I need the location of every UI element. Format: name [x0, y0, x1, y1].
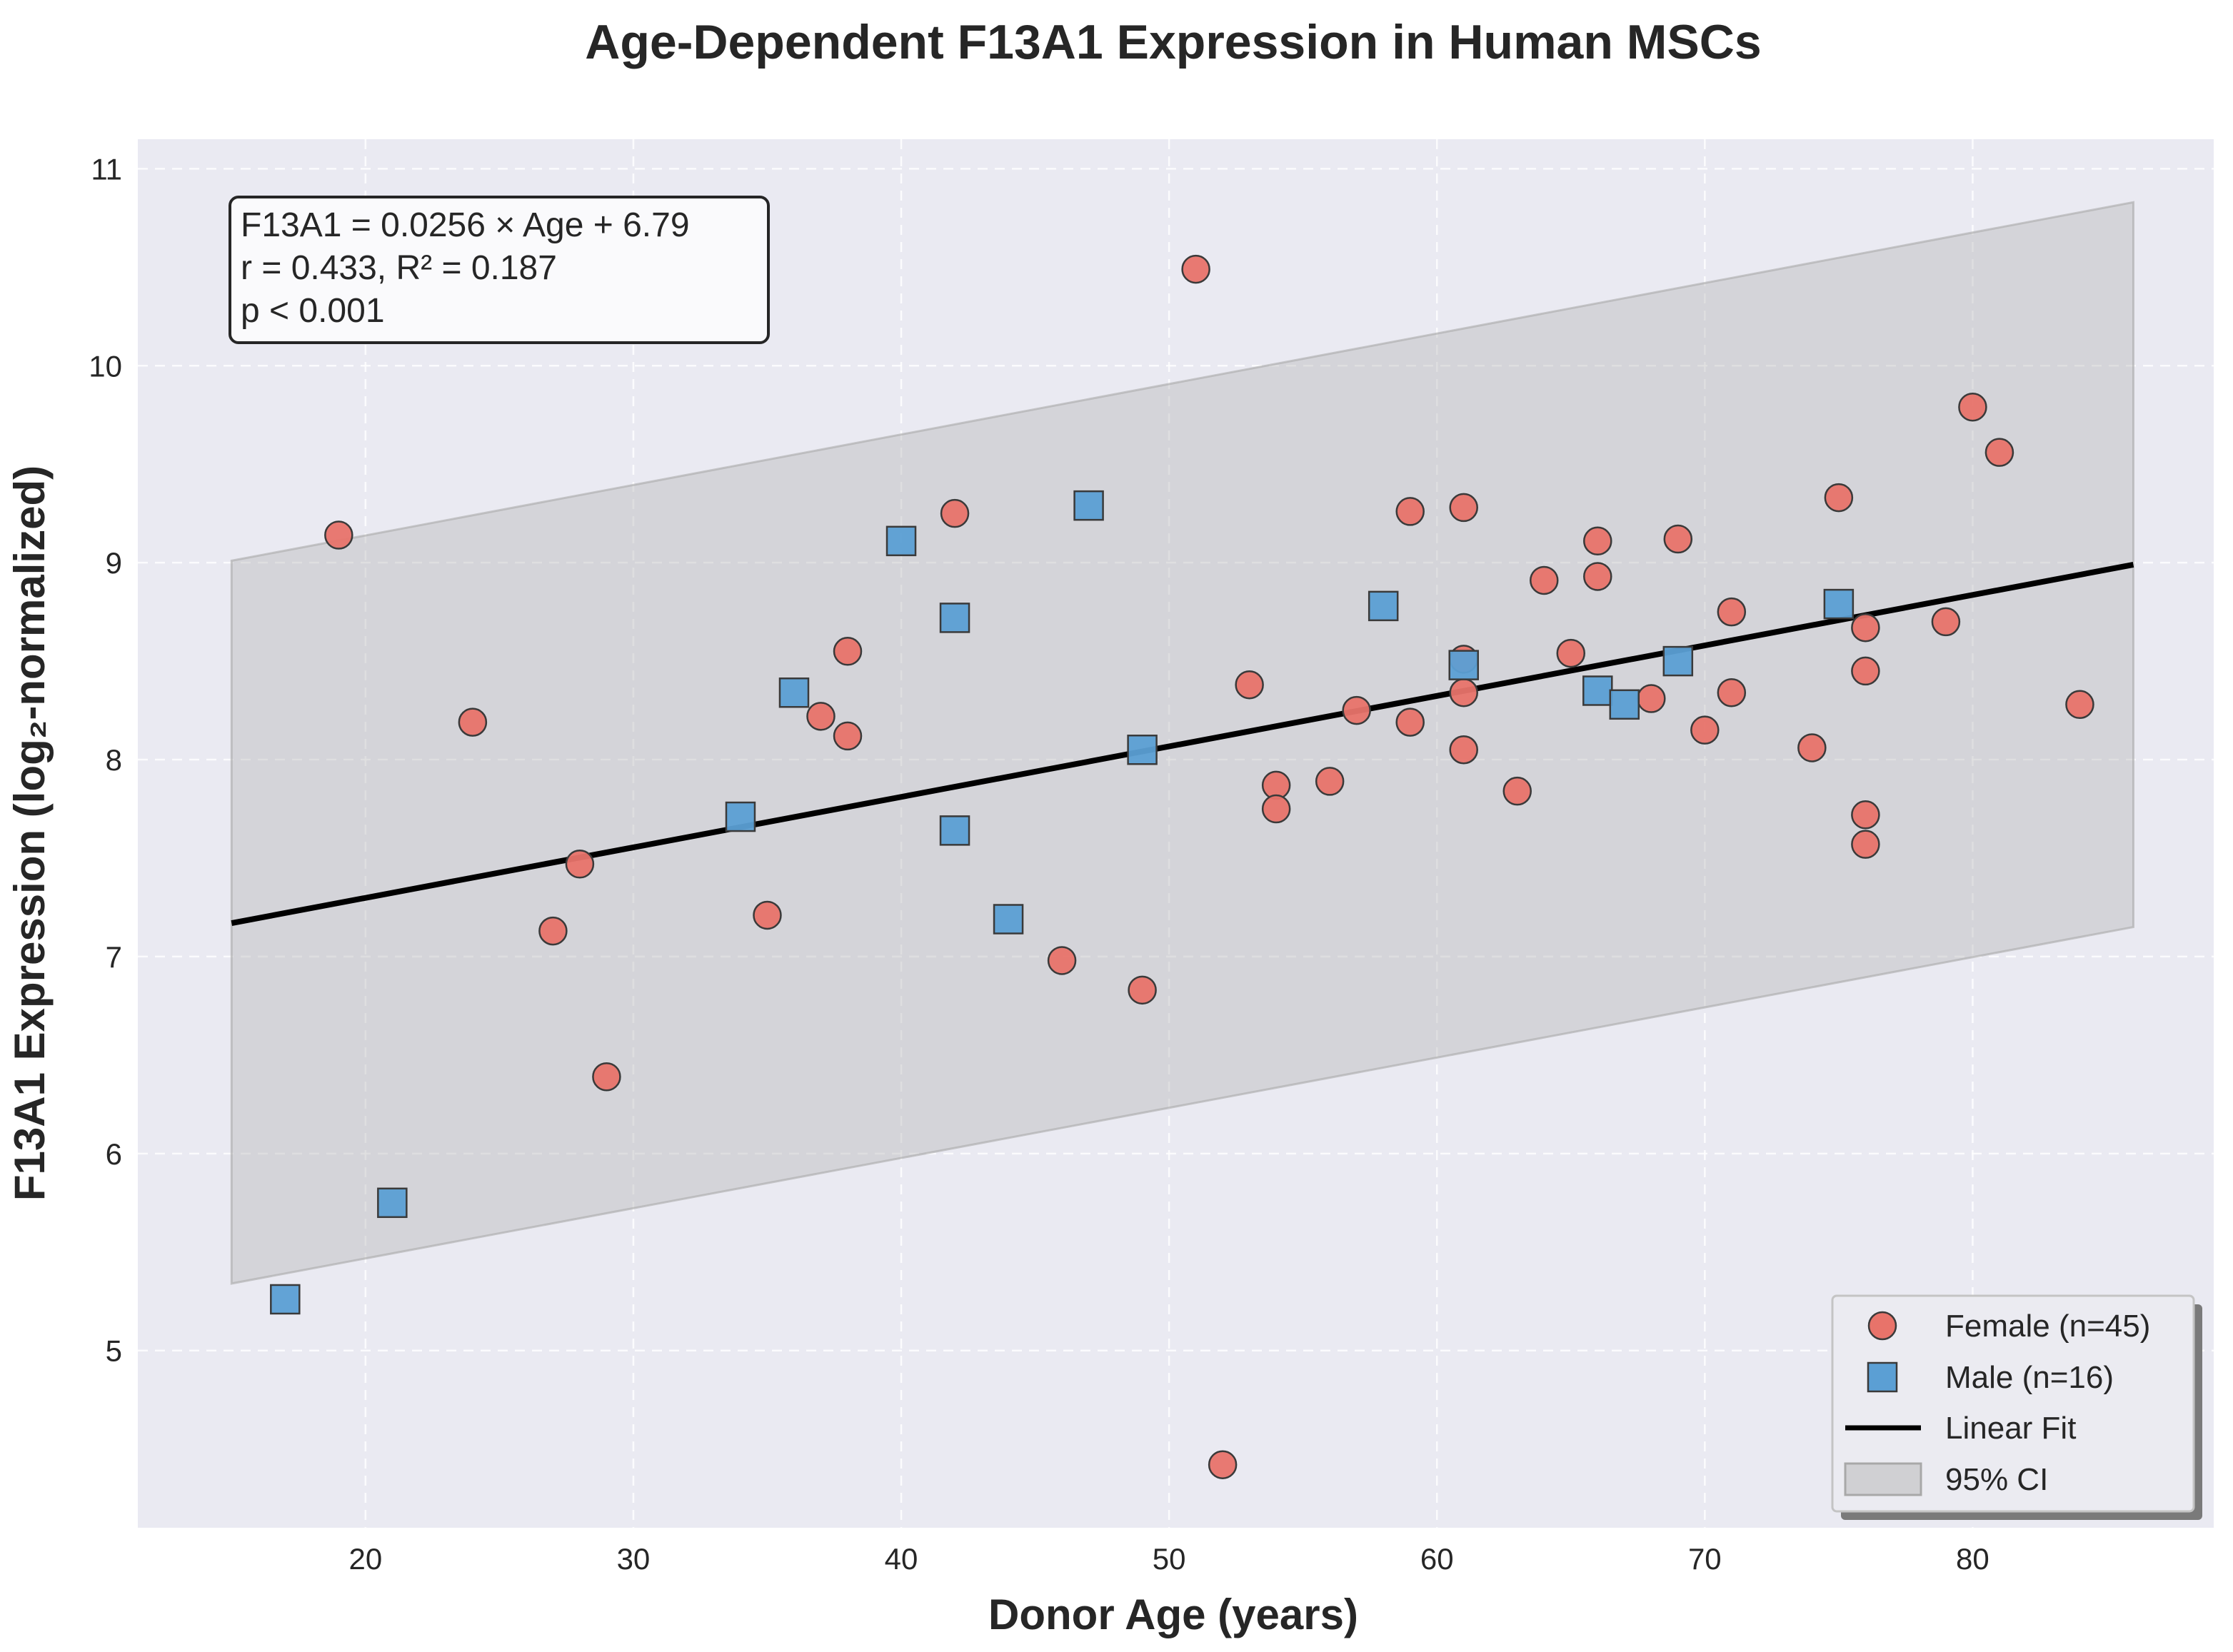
- male-point: [939, 815, 970, 846]
- legend: Female (n=45) Male (n=16) Linear Fit 95% CI: [1831, 1294, 2202, 1520]
- fit-line-group: [231, 561, 2134, 926]
- male-point: [1823, 588, 1855, 620]
- y-axis-ticks: 5 6 7 8 9 10 11: [89, 152, 122, 1367]
- legend-male-marker: [1867, 1361, 1898, 1393]
- female-point: [1449, 678, 1478, 707]
- female-point: [1181, 254, 1210, 284]
- female-point: [833, 721, 863, 751]
- legend-label: Linear Fit: [1945, 1411, 2076, 1446]
- y-tick-label: 7: [106, 940, 122, 974]
- male-point: [1368, 590, 1399, 622]
- legend-female-marker: [1867, 1311, 1897, 1341]
- male-point: [778, 677, 810, 708]
- female-point: [1530, 565, 1559, 595]
- female-point: [1797, 733, 1827, 762]
- annotation-line: r = 0.433, R² = 0.187: [241, 249, 557, 287]
- female-point: [538, 916, 568, 946]
- annotation-line: F13A1 = 0.0256 × Age + 6.79: [241, 206, 690, 244]
- female-point: [1261, 794, 1291, 824]
- female-point: [1717, 678, 1747, 707]
- female-point: [2065, 690, 2094, 720]
- female-point: [1637, 684, 1666, 713]
- x-axis-label: Donor Age (years): [988, 1591, 1358, 1638]
- male-point: [1073, 490, 1104, 521]
- female-point: [1395, 707, 1425, 737]
- male-point: [1448, 650, 1479, 680]
- female-point: [324, 520, 353, 550]
- female-point: [1449, 493, 1478, 523]
- x-tick-label: 20: [348, 1542, 382, 1576]
- female-point: [1208, 1450, 1238, 1479]
- female-point: [1984, 438, 2014, 467]
- x-tick-label: 40: [885, 1542, 918, 1576]
- female-point: [1449, 735, 1478, 765]
- female-point: [1128, 975, 1157, 1005]
- x-axis-ticks: 20 30 40 50 60 70 80: [348, 1542, 1989, 1576]
- female-point: [833, 637, 863, 666]
- female-point: [1235, 670, 1264, 700]
- female-point: [753, 900, 782, 930]
- data-points: [270, 254, 2094, 1479]
- female-point: [1583, 526, 1612, 556]
- legend-box: [1831, 1294, 2195, 1513]
- x-tick-label: 50: [1153, 1542, 1186, 1576]
- y-tick-label: 8: [106, 743, 122, 777]
- x-tick-label: 60: [1420, 1542, 1454, 1576]
- annotation-box: [229, 196, 770, 344]
- female-point: [1342, 695, 1371, 725]
- regression-annotation: F13A1 = 0.0256 × Age + 6.79 r = 0.433, R²…: [229, 196, 770, 344]
- female-point: [458, 707, 488, 737]
- female-point: [1931, 607, 1961, 637]
- male-point: [1582, 675, 1613, 706]
- female-point: [1047, 946, 1077, 975]
- male-point: [885, 525, 917, 557]
- male-point: [1127, 734, 1158, 765]
- fit-line: [231, 561, 2134, 926]
- female-point: [1315, 767, 1345, 796]
- female-point: [592, 1062, 621, 1092]
- male-point: [993, 904, 1024, 935]
- y-tick-label: 5: [106, 1334, 122, 1368]
- legend-label: 95% CI: [1945, 1462, 2048, 1497]
- x-tick-label: 30: [617, 1542, 651, 1576]
- y-tick-label: 11: [91, 152, 122, 186]
- x-tick-label: 80: [1956, 1542, 1989, 1576]
- y-axis-label: F13A1 Expression (log₂-normalized): [6, 465, 54, 1201]
- female-point: [806, 702, 836, 731]
- legend-label: Male (n=16): [1945, 1360, 2114, 1395]
- female-point: [1583, 562, 1612, 591]
- male-point: [1662, 645, 1694, 677]
- annotation-line: p < 0.001: [241, 292, 385, 330]
- male-point: [939, 603, 970, 633]
- x-tick-label: 70: [1688, 1542, 1722, 1576]
- female-point: [1851, 613, 1880, 643]
- male-point: [1609, 689, 1640, 720]
- chart-title: Age-Dependent F13A1 Expression in Human …: [585, 15, 1761, 69]
- female-point: [1663, 524, 1693, 554]
- female-point: [1824, 483, 1854, 513]
- y-tick-label: 9: [106, 546, 122, 580]
- female-point: [1556, 638, 1586, 668]
- female-point: [1502, 776, 1532, 806]
- female-point: [1395, 497, 1425, 526]
- male-point: [725, 801, 756, 832]
- female-point: [1851, 830, 1880, 859]
- female-point: [1717, 597, 1747, 627]
- female-point: [1851, 800, 1880, 830]
- female-point: [565, 850, 595, 879]
- male-point: [270, 1284, 301, 1315]
- female-point: [1851, 656, 1880, 686]
- female-point: [1690, 715, 1720, 745]
- legend-label: Female (n=45): [1945, 1309, 2150, 1344]
- male-point: [377, 1187, 408, 1219]
- female-point: [940, 498, 970, 528]
- legend-ci-marker: [1844, 1462, 1922, 1496]
- y-tick-label: 10: [89, 349, 122, 383]
- female-point: [1958, 392, 1987, 422]
- y-tick-label: 6: [106, 1137, 122, 1171]
